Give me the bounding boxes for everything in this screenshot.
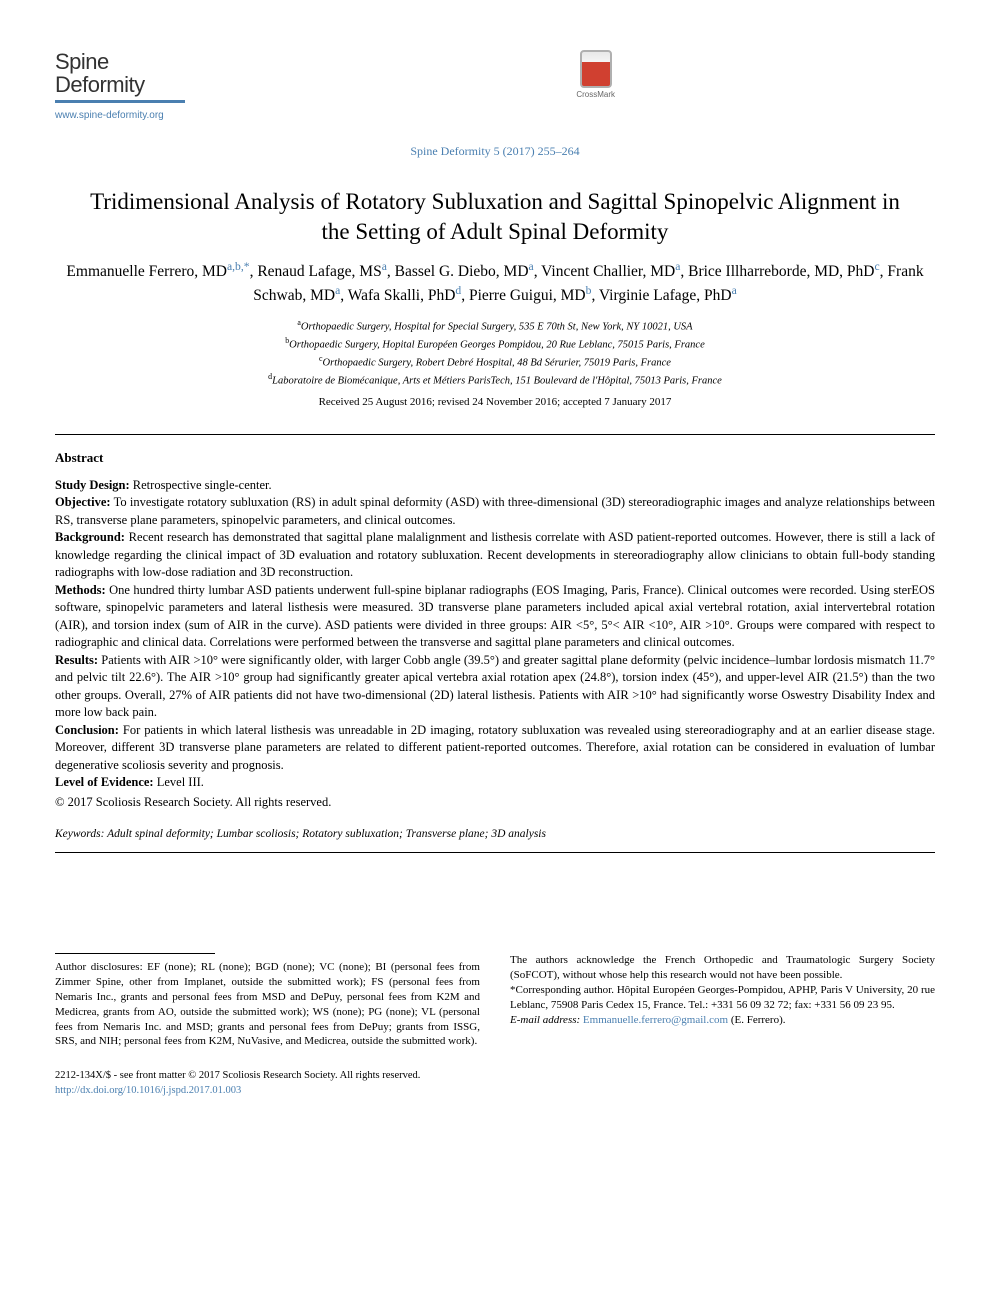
author-list: Emmanuelle Ferrero, MDa,b,*, Renaud Lafa… xyxy=(55,259,935,307)
citation-line: Spine Deformity 5 (2017) 255–264 xyxy=(55,143,935,159)
abstract-section: Background: Recent research has demonstr… xyxy=(55,529,935,582)
journal-logo: Spine Deformity www.spine-deformity.org xyxy=(55,50,195,125)
abstract-section-label: Results: xyxy=(55,653,98,667)
affiliation-line: bOrthopaedic Surgery, Hopital Européen G… xyxy=(55,335,935,353)
footnote-col-left: Author disclosures: EF (none); RL (none)… xyxy=(55,953,480,1049)
affiliations: aOrthopaedic Surgery, Hospital for Speci… xyxy=(55,317,935,390)
keywords-text: Adult spinal deformity; Lumbar scoliosis… xyxy=(104,828,546,840)
abstract-section: Results: Patients with AIR >10° were sig… xyxy=(55,652,935,722)
abstract-section-text: Recent research has demonstrated that sa… xyxy=(55,530,935,579)
abstract-section-text: To investigate rotatory subluxation (RS)… xyxy=(55,495,935,527)
abstract-section: Methods: One hundred thirty lumbar ASD p… xyxy=(55,582,935,652)
email-link[interactable]: Emmanuelle.ferrero@gmail.com xyxy=(583,1014,728,1026)
email-suffix: (E. Ferrero). xyxy=(728,1014,785,1026)
front-matter-line: 2212-134X/$ - see front matter © 2017 Sc… xyxy=(55,1069,935,1084)
crossmark-block[interactable]: CrossMark xyxy=(576,50,615,101)
affiliation-line: aOrthopaedic Surgery, Hospital for Speci… xyxy=(55,317,935,335)
bottom-bar: 2212-134X/$ - see front matter © 2017 Sc… xyxy=(55,1069,935,1098)
affiliation-line: cOrthopaedic Surgery, Robert Debré Hospi… xyxy=(55,353,935,371)
abstract-body: Study Design: Retrospective single-cente… xyxy=(55,477,935,792)
journal-url-link[interactable]: www.spine-deformity.org xyxy=(55,110,164,121)
abstract-section: Study Design: Retrospective single-cente… xyxy=(55,477,935,495)
journal-name-line1: Spine xyxy=(55,50,195,73)
header-top: Spine Deformity www.spine-deformity.org … xyxy=(55,50,935,125)
author-disclosures: Author disclosures: EF (none); RL (none)… xyxy=(55,960,480,1049)
doi-link[interactable]: http://dx.doi.org/10.1016/j.jspd.2017.01… xyxy=(55,1085,241,1096)
abstract-section-label: Study Design: xyxy=(55,478,130,492)
rule-bottom xyxy=(55,852,935,853)
acknowledgment: The authors acknowledge the French Ortho… xyxy=(510,953,935,983)
rule-top xyxy=(55,434,935,435)
abstract-section-label: Level of Evidence: xyxy=(55,775,154,789)
abstract-section-label: Background: xyxy=(55,530,125,544)
footnotes: Author disclosures: EF (none); RL (none)… xyxy=(55,953,935,1049)
abstract-section-label: Conclusion: xyxy=(55,723,119,737)
abstract-section: Conclusion: For patients in which latera… xyxy=(55,722,935,775)
manuscript-dates: Received 25 August 2016; revised 24 Nove… xyxy=(55,395,935,410)
email-label: E-mail address: xyxy=(510,1014,580,1026)
footnote-divider xyxy=(55,953,215,954)
logo-underline xyxy=(55,100,185,103)
abstract-section-text: Patients with AIR >10° were significantl… xyxy=(55,653,935,720)
affiliation-line: dLaboratoire de Biomécanique, Arts et Mé… xyxy=(55,371,935,389)
paper-title: Tridimensional Analysis of Rotatory Subl… xyxy=(55,187,935,247)
copyright-line: © 2017 Scoliosis Research Society. All r… xyxy=(55,794,935,811)
abstract-section: Level of Evidence: Level III. xyxy=(55,774,935,792)
keywords-label: Keywords: xyxy=(55,828,104,840)
abstract-section-text: One hundred thirty lumbar ASD patients u… xyxy=(55,583,935,650)
abstract-section-text: Level III. xyxy=(154,775,204,789)
crossmark-label: CrossMark xyxy=(576,90,615,101)
email-line: E-mail address: Emmanuelle.ferrero@gmail… xyxy=(510,1013,935,1028)
abstract-section-text: Retrospective single-center. xyxy=(130,478,272,492)
abstract-section-label: Methods: xyxy=(55,583,106,597)
abstract-section-text: For patients in which lateral listhesis … xyxy=(55,723,935,772)
abstract-section: Objective: To investigate rotatory sublu… xyxy=(55,494,935,529)
abstract-heading: Abstract xyxy=(55,449,935,467)
keywords-line: Keywords: Adult spinal deformity; Lumbar… xyxy=(55,827,935,843)
abstract-section-label: Objective: xyxy=(55,495,111,509)
journal-name-line2: Deformity xyxy=(55,73,195,96)
corresponding-author: *Corresponding author. Hôpital Européen … xyxy=(510,983,935,1013)
crossmark-icon xyxy=(580,50,612,88)
footnote-col-right: The authors acknowledge the French Ortho… xyxy=(510,953,935,1049)
